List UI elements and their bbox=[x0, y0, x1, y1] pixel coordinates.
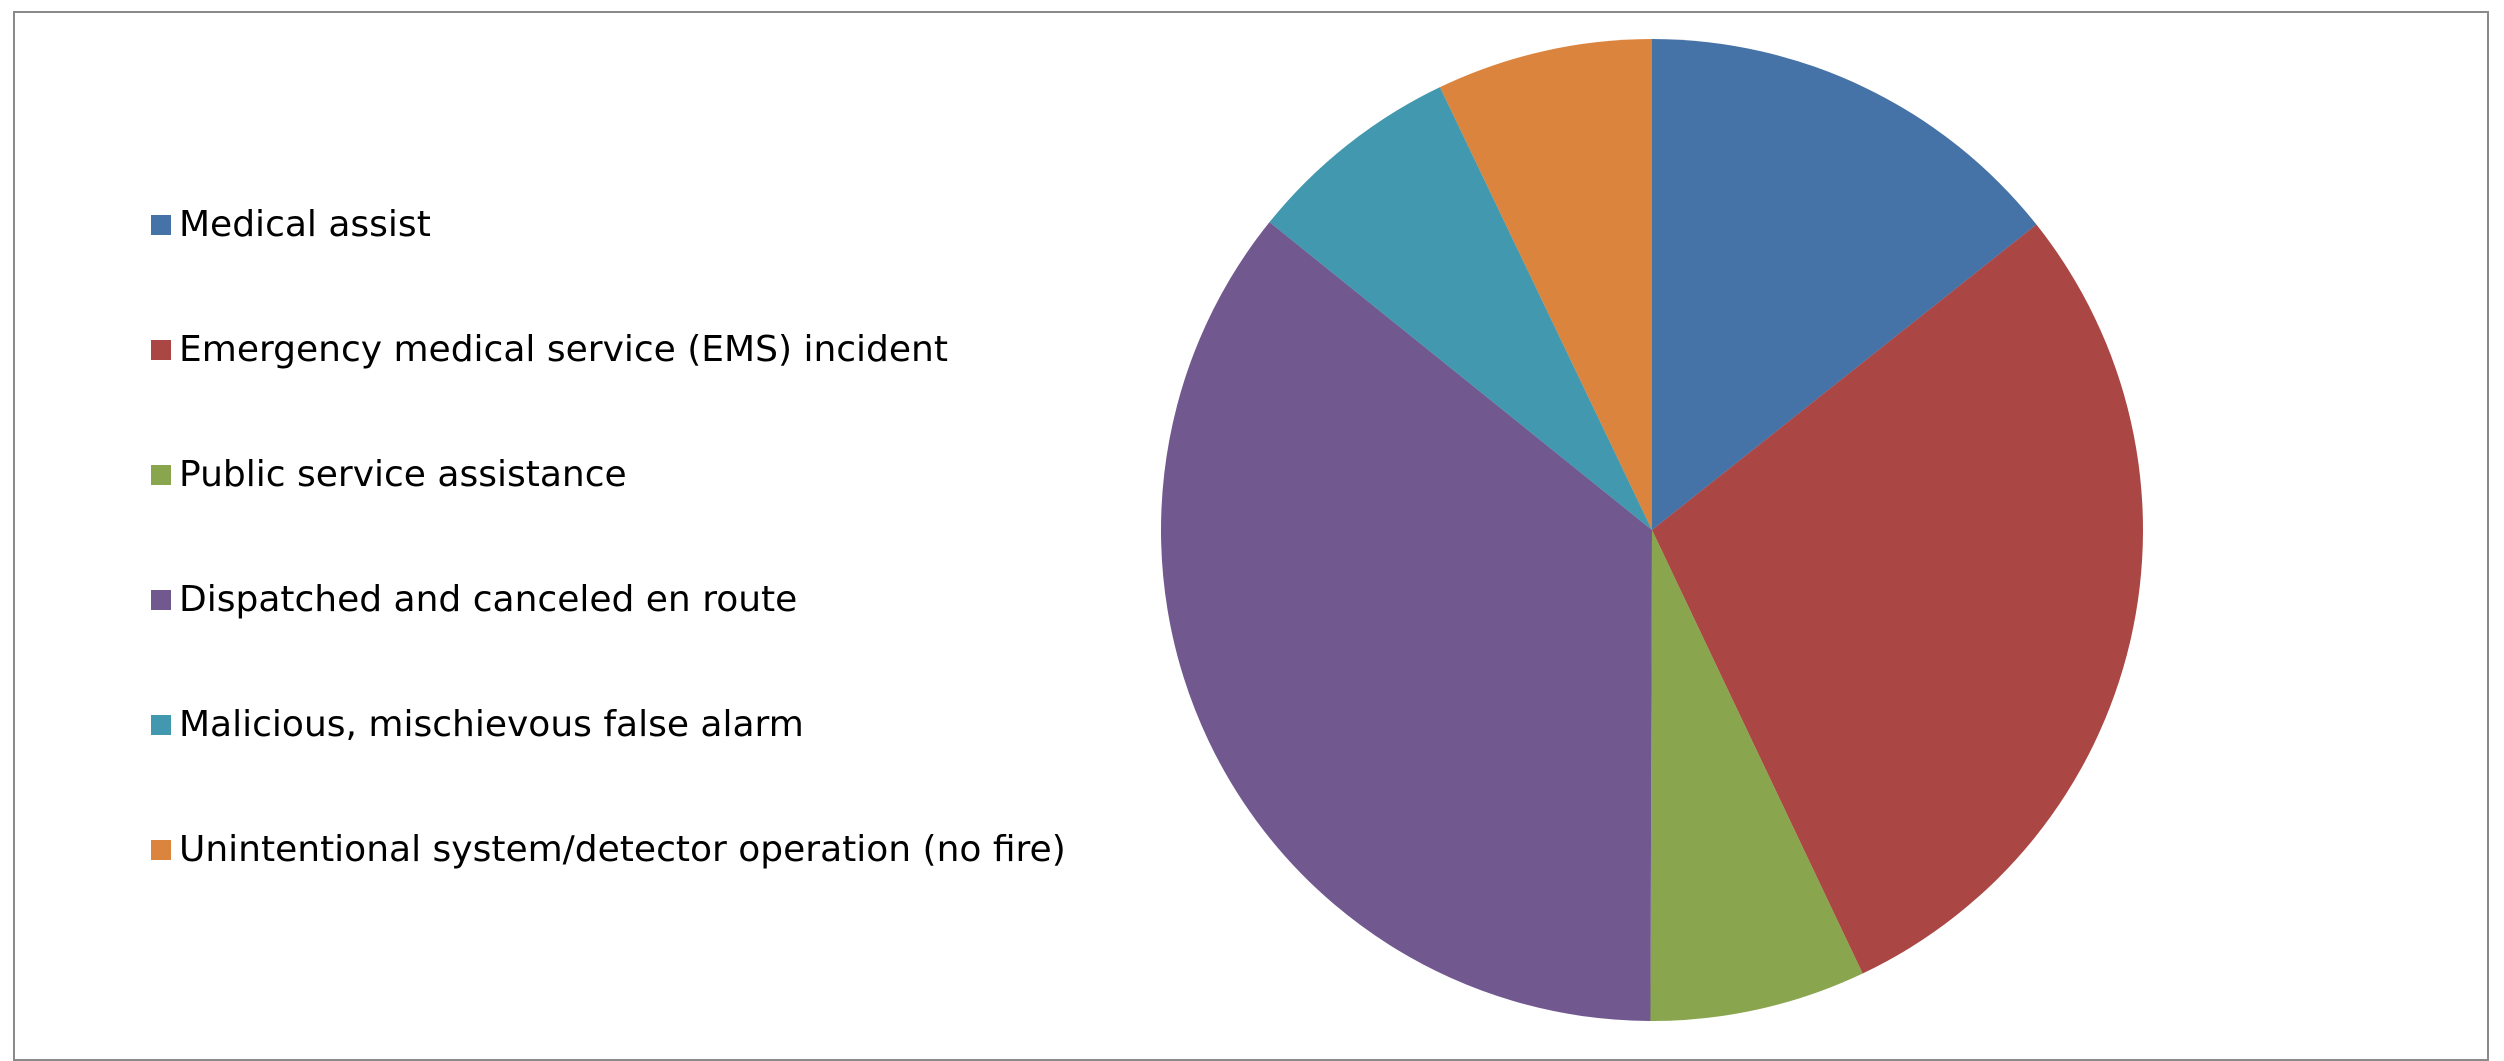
legend-item-ems-incident: Emergency medical service (EMS) incident bbox=[151, 325, 948, 375]
pie-slice-emergency-medical-service-ems-incident bbox=[1652, 224, 2143, 974]
legend-swatch bbox=[151, 215, 171, 235]
legend-swatch bbox=[151, 840, 171, 860]
pie-chart bbox=[1161, 38, 2143, 1021]
legend-item-public-service: Public service assistance bbox=[151, 450, 627, 500]
pie-slice-public-service-assistance bbox=[1650, 530, 1863, 1021]
pie-slices bbox=[1161, 38, 2143, 1021]
legend: Medical assist Emergency medical service… bbox=[151, 13, 1066, 1013]
legend-swatch bbox=[151, 340, 171, 360]
pie-slice-unintentional-system-detector-operation-no-fire bbox=[1439, 38, 1652, 530]
legend-item-malicious-false-alarm: Malicious, mischievous false alarm bbox=[151, 700, 804, 750]
legend-swatch bbox=[151, 465, 171, 485]
legend-label: Unintentional system/detector operation … bbox=[179, 829, 1066, 870]
legend-swatch bbox=[151, 715, 171, 735]
legend-label: Emergency medical service (EMS) incident bbox=[179, 329, 948, 370]
legend-label: Public service assistance bbox=[179, 454, 627, 495]
legend-label: Dispatched and canceled en route bbox=[179, 579, 798, 620]
pie-slice-dispatched-and-canceled-en-route bbox=[1161, 222, 1652, 1021]
legend-item-unintentional-operation: Unintentional system/detector operation … bbox=[151, 825, 1066, 875]
pie-slice-malicious-mischievous-false-alarm bbox=[1269, 87, 1652, 530]
legend-label: Malicious, mischievous false alarm bbox=[179, 704, 804, 745]
legend-label: Medical assist bbox=[179, 204, 431, 245]
chart-area: Medical assist Emergency medical service… bbox=[13, 11, 2489, 1061]
legend-swatch bbox=[151, 590, 171, 610]
pie-slice-medical-assist bbox=[1652, 39, 2037, 530]
legend-item-dispatched-canceled: Dispatched and canceled en route bbox=[151, 575, 797, 625]
legend-item-medical-assist: Medical assist bbox=[151, 200, 431, 250]
